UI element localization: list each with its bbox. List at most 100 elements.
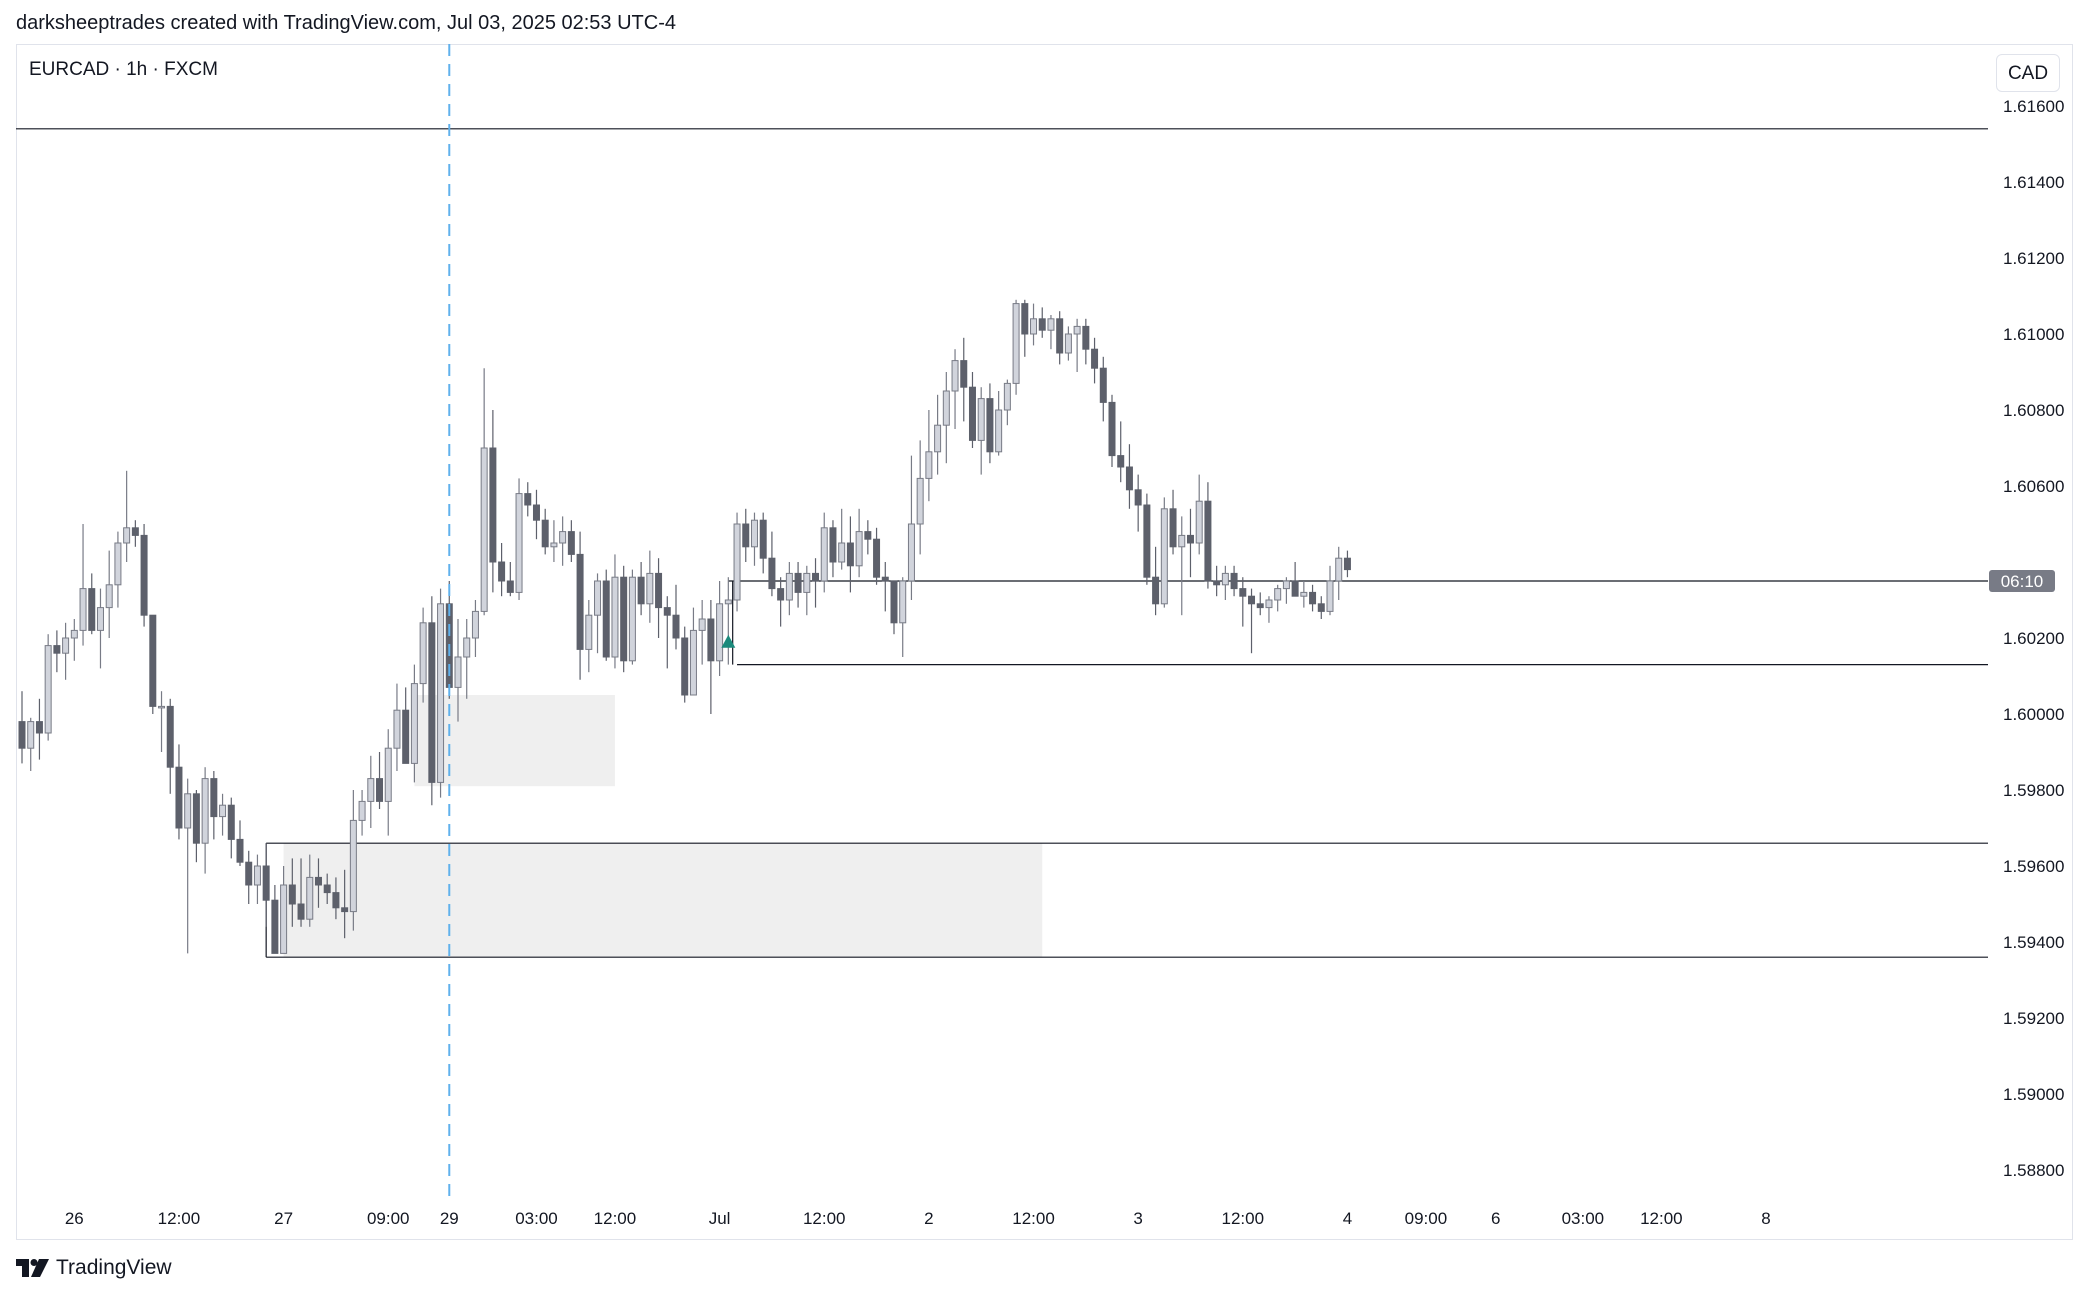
candle-body: [881, 576, 889, 582]
candle: [838, 508, 846, 570]
candle-body: [1230, 572, 1238, 590]
candle-body: [1256, 603, 1264, 609]
candle-body: [1125, 466, 1133, 491]
candle: [663, 596, 671, 669]
markers-layer: [448, 44, 736, 1196]
candle: [567, 520, 575, 562]
candle: [716, 581, 724, 676]
lower-demand-zone: [283, 843, 1043, 958]
candle: [602, 569, 610, 661]
time-tick-label: 03:00: [1562, 1209, 1605, 1228]
candle: [53, 630, 61, 673]
candle-body: [271, 899, 279, 954]
candle: [1038, 307, 1046, 338]
candle: [942, 372, 950, 464]
candle: [1169, 489, 1177, 555]
time-tick-label: 29: [440, 1209, 459, 1228]
last-price-tag: [1989, 570, 2055, 592]
buy-signal-marker-icon: [721, 634, 736, 648]
footer-logo[interactable]: TradingView: [16, 1256, 172, 1280]
candle: [88, 573, 96, 635]
candle-body: [925, 451, 933, 479]
candle-body: [559, 531, 567, 544]
candle-body: [567, 531, 575, 555]
candle-body: [1291, 580, 1299, 597]
candle: [995, 391, 1003, 456]
tradingview-logo-icon: [16, 1259, 49, 1277]
candle-body: [620, 576, 628, 662]
candle-body: [742, 523, 750, 548]
candle: [245, 850, 253, 904]
candle-body: [410, 683, 418, 764]
price-tick-label: 1.59800: [2003, 781, 2064, 800]
price-tick-label: 1.60800: [2003, 401, 2064, 420]
candle-body: [201, 778, 209, 844]
candle-body: [890, 580, 898, 624]
candle-body: [759, 519, 767, 559]
candle-body: [1309, 591, 1317, 605]
chart-frame[interactable]: [16, 44, 2073, 1240]
time-tick-label: 8: [1761, 1209, 1770, 1228]
candle-body: [27, 721, 35, 749]
candle-body: [367, 778, 375, 802]
candle: [437, 588, 445, 798]
candle: [471, 600, 479, 657]
candle-body: [1160, 508, 1168, 605]
last-price-tag-label: 06:10: [2001, 572, 2044, 591]
candle-body: [1082, 325, 1090, 350]
symbol-label[interactable]: EURCAD · 1h · FXCM: [29, 59, 218, 80]
candle: [131, 520, 139, 547]
candle-body: [1213, 580, 1221, 586]
candle-body: [681, 637, 689, 696]
candle-body: [550, 542, 558, 548]
candle: [18, 691, 26, 764]
candle: [454, 619, 462, 722]
candle-body: [1038, 318, 1046, 331]
candle: [794, 562, 802, 608]
candle-body: [1326, 580, 1334, 612]
candle: [506, 562, 514, 597]
candle-body: [777, 588, 785, 601]
time-axis[interactable]: 26 12:00 27 09:00 29 03:00 12:00 Jul 12:00 2 12:00…: [65, 1209, 1771, 1228]
candle: [524, 482, 532, 517]
time-tick-label: 6: [1491, 1209, 1500, 1228]
candle-body: [471, 610, 479, 639]
candle: [925, 410, 933, 502]
candle-body: [332, 892, 340, 909]
candle: [445, 581, 453, 699]
candle: [1134, 474, 1142, 532]
candle: [1343, 550, 1351, 578]
time-tick-label: 09:00: [1405, 1209, 1448, 1228]
footer-brand: TradingView: [56, 1256, 172, 1279]
candle: [812, 558, 820, 608]
candle-body: [88, 588, 96, 631]
candle: [393, 683, 401, 771]
candle-body: [376, 778, 384, 802]
candle-body: [280, 884, 288, 954]
candle-body: [1099, 367, 1107, 403]
candle-body: [219, 804, 227, 818]
candle-body: [306, 876, 314, 920]
candle-body: [123, 527, 131, 544]
time-tick-label: Jul: [709, 1209, 731, 1228]
time-tick-label: 12:00: [594, 1209, 637, 1228]
candle-body: [655, 572, 663, 609]
candle-body: [532, 504, 540, 521]
candle: [977, 387, 985, 475]
candle-body: [768, 557, 776, 590]
candle-body: [1178, 534, 1186, 548]
candle-body: [637, 576, 645, 605]
candle-body: [707, 618, 715, 662]
candle: [1108, 394, 1116, 467]
candle: [376, 752, 384, 809]
candle-body: [1064, 333, 1072, 354]
candle-body: [611, 576, 619, 658]
candle: [123, 470, 131, 562]
price-axis[interactable]: 1.61600 1.61400 1.61200 1.61000 1.60800 1.606…: [1989, 97, 2064, 1180]
candle-body: [506, 580, 514, 593]
time-tick-label: 12:00: [803, 1209, 846, 1228]
candle: [628, 569, 636, 665]
candle: [1186, 508, 1194, 578]
currency-button[interactable]: CAD: [1996, 54, 2060, 92]
